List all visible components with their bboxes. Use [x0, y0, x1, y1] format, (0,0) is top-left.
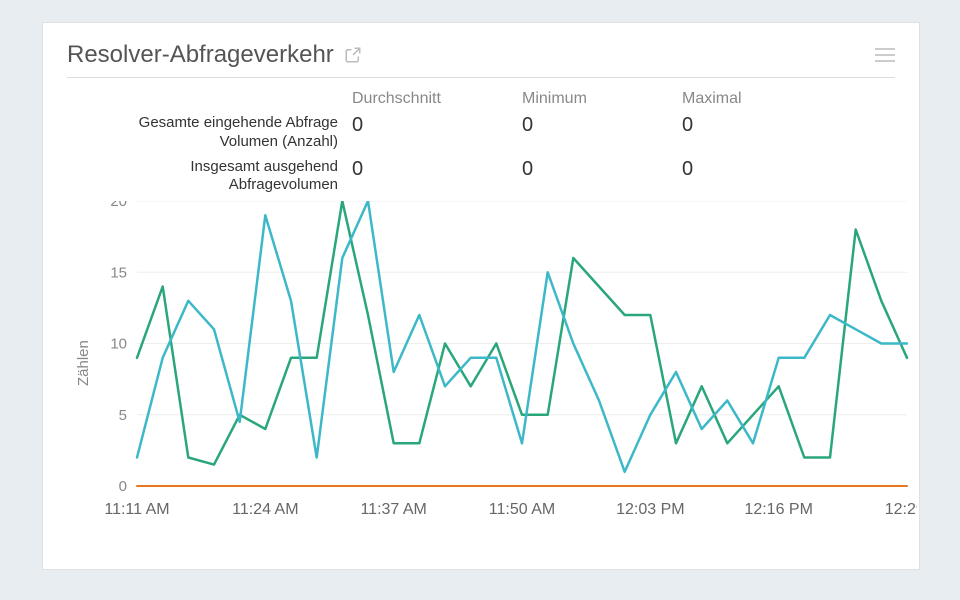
- x-tick-label: 12:29.: [885, 501, 917, 518]
- chart-series-incoming: [137, 201, 907, 465]
- x-tick-label: 11:37 AM: [360, 501, 426, 518]
- stats-row-label: Gesamte eingehende AbfrageVolumen (Anzah…: [67, 114, 352, 152]
- y-axis-title: Zählen: [75, 340, 92, 386]
- y-tick-label: 0: [119, 478, 127, 495]
- card-title: Resolver-Abfrageverkehr: [67, 41, 334, 69]
- stats-row-label-line: Gesamte eingehende Abfrage: [67, 114, 338, 133]
- stats-row-value: 0: [682, 158, 842, 196]
- stats-row-value: 0: [352, 114, 522, 152]
- x-tick-label: 11:24 AM: [232, 501, 298, 518]
- y-tick-label: 20: [110, 201, 127, 210]
- hamburger-menu-icon[interactable]: [875, 47, 895, 63]
- y-tick-label: 10: [110, 336, 127, 353]
- x-tick-label: 12:16 PM: [744, 501, 812, 518]
- stats-row-label-line: Volumen (Anzahl): [67, 133, 338, 152]
- resolver-traffic-card: Resolver-Abfrageverkehr DurchschnittMini…: [42, 22, 920, 570]
- x-tick-label: 11:11 AM: [104, 501, 169, 518]
- stats-header-col: Maximal: [682, 90, 842, 108]
- stats-table: DurchschnittMinimumMaximal Gesamte eingeh…: [67, 90, 895, 195]
- x-tick-label: 11:50 AM: [489, 501, 555, 518]
- y-tick-label: 15: [110, 264, 127, 281]
- card-header: Resolver-Abfrageverkehr: [67, 41, 895, 78]
- chart-series-outgoing: [137, 201, 907, 472]
- stats-header-col: Minimum: [522, 90, 682, 108]
- x-tick-label: 12:03 PM: [616, 501, 684, 518]
- popout-icon[interactable]: [344, 46, 362, 64]
- stats-row-label-line: Abfragevolumen: [67, 176, 338, 195]
- chart-area: Zählen 0 5 10 15 20 11:11 AM 11:24 AM 11:37 AM 1…: [67, 201, 895, 531]
- stats-row-label: Insgesamt ausgehendAbfragevolumen: [67, 158, 352, 196]
- stats-header-col: Durchschnitt: [352, 90, 522, 108]
- stats-row-label-line: Insgesamt ausgehend: [67, 158, 338, 177]
- stats-row-value: 0: [352, 158, 522, 196]
- stats-header-blank: [67, 90, 352, 108]
- stats-row-value: 0: [522, 158, 682, 196]
- line-chart: 0 5 10 15 20 11:11 AM 11:24 AM 11:37 AM 11:50 AM…: [67, 201, 917, 526]
- stats-row-value: 0: [682, 114, 842, 152]
- card-title-wrap: Resolver-Abfrageverkehr: [67, 41, 362, 69]
- stats-row-value: 0: [522, 114, 682, 152]
- y-tick-label: 5: [119, 407, 127, 424]
